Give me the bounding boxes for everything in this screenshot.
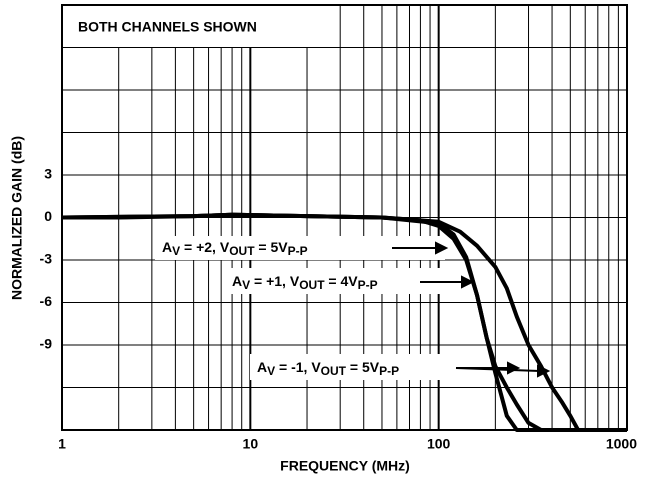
annotation: AV = -1, VOUT = 5VP-P bbox=[257, 359, 399, 378]
annotation-subscript: P-P bbox=[288, 244, 308, 258]
annotation-text: = +1, V bbox=[250, 273, 300, 289]
annotation-subscript: P-P bbox=[358, 278, 378, 292]
annotation-subscript: OUT bbox=[299, 278, 325, 292]
annotation-subscript: OUT bbox=[321, 364, 347, 378]
y-tick-label: 3 bbox=[44, 166, 52, 182]
y-tick-label: -6 bbox=[40, 293, 53, 309]
annotation-text: = 4V bbox=[325, 273, 359, 289]
annotation-text: A bbox=[162, 239, 172, 255]
y-tick-label: -3 bbox=[40, 251, 53, 267]
annotation-text: = -1, V bbox=[275, 359, 321, 375]
annotation-subscript: V bbox=[172, 244, 180, 258]
title-box bbox=[63, 6, 315, 47]
annotation-text: A bbox=[232, 273, 242, 289]
annotation-subscript: V bbox=[242, 278, 250, 292]
annotations: AV = +2, VOUT = 5VP-PAV = +1, VOUT = 4VP… bbox=[155, 236, 551, 380]
x-tick-label: 100 bbox=[427, 436, 451, 452]
plot-frame bbox=[61, 4, 628, 431]
x-axis-label: FREQUENCY (MHz) bbox=[280, 458, 410, 474]
curves bbox=[61, 212, 627, 432]
annotation-subscript: OUT bbox=[229, 244, 255, 258]
x-tick-label: 10 bbox=[243, 436, 259, 452]
annotation: AV = +1, VOUT = 4VP-P bbox=[232, 273, 378, 292]
chart-title: BOTH CHANNELS SHOWN bbox=[78, 19, 257, 35]
annotation-subscript: V bbox=[267, 364, 275, 378]
annotation-bg bbox=[250, 354, 486, 380]
y-axis-label: NORMALIZED GAIN (dB) bbox=[9, 136, 25, 300]
y-tick-label: -9 bbox=[40, 336, 53, 352]
annotation-text: A bbox=[257, 359, 267, 375]
x-tick-label: 1000 bbox=[606, 436, 637, 452]
y-tick-label: 0 bbox=[44, 208, 52, 224]
annotation-text: = +2, V bbox=[180, 239, 230, 255]
annotation-subscript: P-P bbox=[379, 364, 399, 378]
series-line bbox=[61, 212, 627, 432]
arrows bbox=[392, 241, 551, 378]
annotation-text: = 5V bbox=[346, 359, 380, 375]
x-tick-label: 1 bbox=[58, 436, 66, 452]
annotation-text: = 5V bbox=[255, 239, 289, 255]
annotation: AV = +2, VOUT = 5VP-P bbox=[162, 239, 308, 258]
